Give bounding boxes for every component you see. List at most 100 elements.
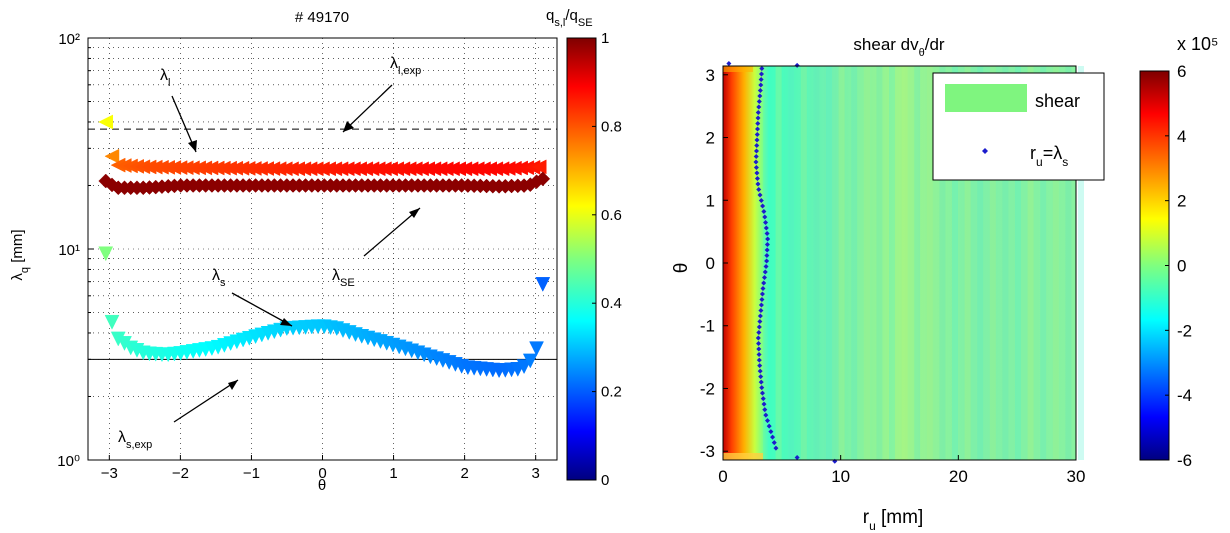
right-colorbar-ticks: 6 4 2 0 -2 -4 -6 <box>1165 62 1192 470</box>
overlay-point <box>758 302 764 308</box>
heatmap-streak <box>964 66 971 460</box>
data-point <box>98 114 114 130</box>
y-tick-label: 1 <box>706 191 715 210</box>
svg-text:λl,exp: λl,exp <box>390 55 421 77</box>
overlay-point <box>768 429 774 435</box>
colorbar-tick-label: 4 <box>1177 127 1186 146</box>
overlay-point <box>765 236 771 242</box>
annotation-arrow <box>342 84 393 133</box>
overlay-point <box>755 115 761 121</box>
overlay-point <box>764 258 770 264</box>
overlay-point <box>794 62 800 68</box>
overlay-point <box>755 121 761 127</box>
arrowhead-icon <box>343 121 354 132</box>
overlay-point <box>771 440 777 446</box>
colorbar-tick-label: 6 <box>1177 62 1186 81</box>
annotation-arrow <box>363 207 421 257</box>
y-tick-label: -1 <box>700 317 715 336</box>
overlay-point <box>759 66 765 72</box>
data-point <box>516 359 532 375</box>
overlay-point <box>760 203 766 209</box>
y-tick-label: 2 <box>706 129 715 148</box>
overlay-point <box>763 220 769 226</box>
overlay-point <box>758 82 764 88</box>
x-tick-label: −1 <box>243 465 260 482</box>
x-tick-label: 0 <box>318 465 326 482</box>
heatmap-streak <box>952 66 958 460</box>
overlay-point <box>757 313 763 319</box>
overlay-point <box>763 225 769 231</box>
overlay-point <box>754 137 760 143</box>
overlay-point <box>757 192 763 198</box>
colorbar-tick-label: 2 <box>1177 192 1186 211</box>
overlay-point <box>762 214 768 220</box>
overlay-point <box>726 60 732 66</box>
heatmap-bottom-band <box>723 453 763 460</box>
overlay-point <box>754 176 760 182</box>
heatmap-streak <box>1052 66 1059 460</box>
left-colorbar <box>566 37 597 481</box>
overlay-point <box>756 352 762 358</box>
y-tick-label: 10⁰ <box>57 453 80 470</box>
overlay-point <box>760 396 766 402</box>
x-tick-label: 10 <box>831 467 850 486</box>
legend-label-ru: ru=λs <box>1030 143 1068 169</box>
annotation-arrow <box>173 379 239 423</box>
right-chart-title: shear dvθ/dr <box>853 35 945 59</box>
overlay-point <box>764 242 770 248</box>
overlay-point <box>754 143 760 149</box>
colorbar-tick-label: -6 <box>1177 451 1192 470</box>
svg-text:λSE: λSE <box>332 267 355 289</box>
x-tick-label: 1 <box>389 465 397 482</box>
y-tick-label: 10² <box>58 31 80 48</box>
colorbar-tick-label: -4 <box>1177 386 1192 405</box>
heatmap-streak <box>1040 66 1047 460</box>
annotation-lambda-l-exp: λl,exp <box>342 55 421 133</box>
overlay-point <box>753 148 759 154</box>
overlay-point <box>762 269 768 275</box>
x-tick-label: 30 <box>1067 467 1086 486</box>
x-tick-label: 0 <box>718 467 727 486</box>
data-point <box>529 341 544 357</box>
overlay-point <box>755 110 761 116</box>
svg-text:λl: λl <box>160 67 170 89</box>
y-tick-label: 3 <box>706 66 715 85</box>
annotation-lambda-s: λs <box>212 267 293 327</box>
data-point <box>531 159 547 175</box>
data-point <box>104 314 120 330</box>
colorbar-tick-label: 0.4 <box>601 295 622 312</box>
overlay-point <box>755 181 761 187</box>
overlay-point <box>756 187 762 193</box>
right-x-axis-label: ru [mm] <box>863 507 924 533</box>
right-y-axis-label: θ <box>671 263 692 274</box>
heatmap-streak <box>851 66 858 460</box>
overlay-point <box>754 132 760 138</box>
colorbar-tick-label: -2 <box>1177 321 1192 340</box>
heatmap-streak <box>1027 66 1034 460</box>
heatmap-top-band <box>723 66 753 72</box>
overlay-point <box>773 445 779 451</box>
overlay-point <box>753 154 759 160</box>
data-point <box>535 277 551 292</box>
heatmap-streak <box>901 66 908 460</box>
overlay-point <box>759 297 765 303</box>
left-tick-labels: −3 −2 −1 0 1 2 3 10⁰ 10¹ 10² <box>57 31 540 482</box>
overlay-point <box>762 407 768 413</box>
overlay-point <box>753 159 759 165</box>
heatmap-streak <box>763 66 769 460</box>
legend-marker-icon <box>982 148 988 154</box>
arrowhead-icon <box>409 208 420 218</box>
colorbar-tick-label: 0.6 <box>601 207 622 224</box>
heatmap-streak <box>775 66 782 460</box>
colorbar-tick-label: 0 <box>601 472 609 489</box>
annotation-lambda-s-exp: λs,exp <box>118 379 239 451</box>
heatmap-streak <box>889 66 895 460</box>
heatmap-texture <box>763 66 1084 460</box>
y-tick-label: -3 <box>700 442 715 461</box>
colorbar-tick-label: 0 <box>1177 257 1186 276</box>
annotation-arrow <box>231 292 293 327</box>
overlay-point <box>755 335 761 341</box>
overlay-point <box>764 247 770 253</box>
annotation-lambda-l: λl <box>160 67 197 153</box>
